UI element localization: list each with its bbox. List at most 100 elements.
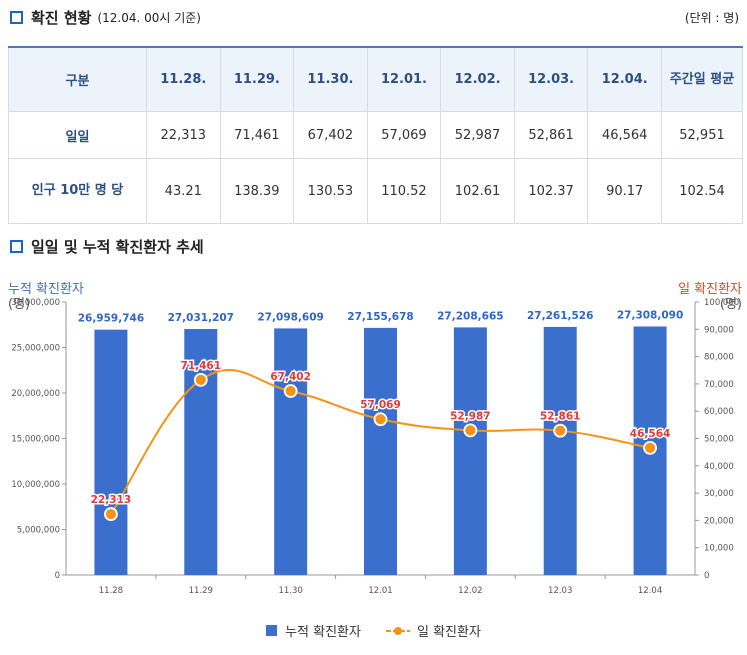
table-row: 일일 22,313 71,461 67,402 57,069 52,987 52… [8,111,743,159]
bar-data-label: 27,208,665 [437,310,503,322]
legend-line-swatch-icon [385,626,410,635]
table-cell: 130.53 [293,158,368,224]
table-cell: 46,564 [587,111,662,159]
left-tick-label: 10,000,000 [11,480,60,490]
x-tick-label: 12.02 [458,586,482,596]
table-cell: 43.21 [146,158,221,224]
x-tick-label: 12.01 [368,586,392,596]
left-tick-label: 20,000,000 [11,389,60,399]
status-table: 구분 11.28. 11.29. 11.30. 12.01. 12.02. 12… [8,46,743,224]
right-tick-label: 90,000 [704,325,734,335]
legend-label: 일 확진환자 [416,625,481,640]
table-cell: 71,461 [219,111,295,159]
line-data-label: 57,069 [360,399,401,411]
table-cell: 110.52 [366,158,442,224]
header-cell-weekly-avg: 주간일 평균 [661,46,743,112]
x-tick-label: 11.30 [278,586,302,596]
bar-data-label: 27,308,090 [617,309,683,321]
bar [184,329,218,575]
bar-data-label: 27,098,609 [257,311,323,323]
line-data-label: 46,564 [630,428,671,440]
bar [453,327,487,575]
header-cell: 12.03. [513,46,589,112]
bar [94,329,128,575]
table-cell: 52,951 [661,111,743,159]
as-of-date: (12.04. 00시 기준) [97,11,201,25]
left-axis-unit: (명) [8,297,30,312]
section-header-status: 확진 현황 (12.04. 00시 기준) [10,7,201,28]
bar-data-label: 27,261,526 [527,310,593,322]
header-cell: 12.01. [366,46,442,112]
right-tick-label: 40,000 [704,462,734,472]
x-tick-label: 12.04 [638,586,662,596]
table-cell: 102.61 [440,158,515,224]
x-tick-label: 11.28 [99,586,123,596]
section-header-trend: 일일 및 누적 확진환자 추세 [10,236,204,257]
line-point [104,507,118,521]
line-data-label: 71,461 [181,360,222,372]
right-tick-label: 20,000 [704,516,734,526]
x-tick-label: 12.03 [548,586,572,596]
row-label: 인구 10만 명 당 [8,158,147,224]
table-cell: 57,069 [366,111,442,159]
line-data-label: 67,402 [270,371,311,383]
section-title: 확진 현황 [31,9,92,27]
line-data-label: 52,987 [450,410,491,422]
right-tick-label: 100,000 [704,298,739,308]
line-point [283,384,298,398]
right-tick-label: 60,000 [704,407,734,417]
table-cell: 22,313 [146,111,221,159]
unit-label: (단위 : 명) [684,11,739,25]
table-cell: 90.17 [587,158,662,224]
right-tick-label: 70,000 [704,380,734,390]
square-bullet-icon [10,240,23,253]
table-header-row: 구분 11.28. 11.29. 11.30. 12.01. 12.02. 12… [8,46,743,112]
line-point [553,423,568,438]
trend-chart: 누적 확진환자(명)일 확진환자(명)05,000,00010,000,0001… [8,282,742,596]
table-cell: 52,861 [513,111,589,159]
right-tick-label: 10,000 [704,544,734,554]
line-data-label: 52,861 [540,411,581,423]
line-data-label: 22,313 [91,494,132,506]
header-cell: 12.02. [440,46,515,112]
legend-item-cumulative[interactable]: 누적 확진환자 [266,621,361,640]
right-tick-label: 0 [704,571,709,581]
section-title: 일일 및 누적 확진환자 추세 [31,238,204,256]
bar [274,328,308,575]
table-cell: 138.39 [219,158,295,224]
right-axis-unit: (명) [720,297,742,312]
table-cell: 52,987 [440,111,515,159]
table-cell: 67,402 [293,111,368,159]
bar [543,326,577,575]
line-point [643,440,657,455]
bar [364,327,397,575]
left-tick-label: 25,000,000 [11,344,60,354]
legend-item-daily[interactable]: 일 확진환자 [385,621,481,640]
header-cell: 12.04. [587,46,662,112]
legend-label: 누적 확진환자 [285,625,361,640]
bar-data-label: 26,959,746 [78,313,144,325]
left-tick-label: 15,000,000 [11,435,60,445]
right-tick-label: 80,000 [704,353,734,363]
line-point [463,423,478,438]
line-point [193,373,208,387]
legend-bar-swatch-icon [266,625,278,636]
x-tick-label: 11.29 [189,586,213,596]
square-bullet-icon [10,11,23,24]
row-label: 일일 [8,111,147,159]
table-cell: 102.37 [513,158,589,224]
bar-data-label: 27,031,207 [168,312,234,324]
right-tick-label: 50,000 [704,435,734,445]
left-axis-title: 누적 확진환자 [8,282,84,297]
table-cell: 102.54 [661,158,743,224]
left-tick-label: 5,000,000 [17,526,60,536]
chart-legend: 누적 확진환자 일 확진환자 [0,621,747,640]
right-tick-label: 30,000 [704,489,734,499]
header-cell: 11.29. [219,46,295,112]
left-tick-label: 0 [55,571,60,581]
left-tick-label: 30,000,000 [11,298,60,308]
header-cell: 구분 [8,46,147,112]
table-row: 인구 10만 명 당 43.21 138.39 130.53 110.52 10… [8,158,743,224]
header-cell: 11.28. [146,46,221,112]
header-cell: 11.30. [293,46,368,112]
